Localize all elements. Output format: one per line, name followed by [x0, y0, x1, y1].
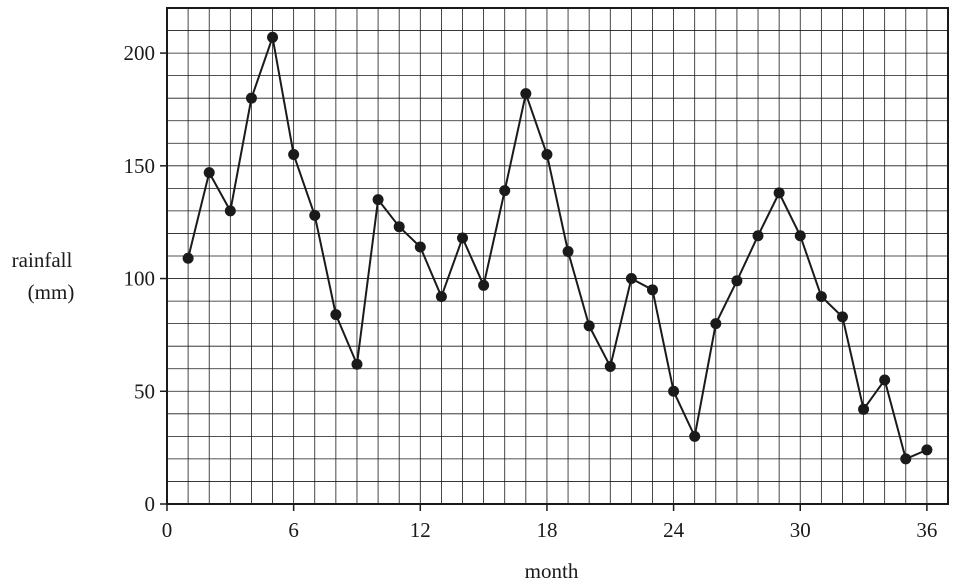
data-point [435, 291, 447, 303]
data-point [372, 194, 384, 206]
data-point [752, 230, 764, 242]
data-point [815, 291, 827, 303]
y-tick-label: 100 [124, 267, 156, 291]
y-tick-labels: 0 50 100 150 200 [124, 41, 156, 516]
data-point [457, 232, 469, 244]
series-line [187, 36, 928, 460]
data-point [351, 358, 363, 370]
y-axis-label-line-1: rainfall [12, 248, 73, 272]
data-point [646, 284, 658, 296]
data-point [267, 31, 279, 43]
data-point [414, 241, 426, 253]
data-point [879, 374, 891, 386]
data-point [393, 221, 405, 233]
data-point [541, 149, 553, 161]
x-tick-label: 0 [162, 518, 173, 542]
x-tick-label: 12 [410, 518, 431, 542]
data-point [478, 279, 490, 291]
x-tick-label: 6 [288, 518, 299, 542]
data-point [858, 403, 870, 415]
x-tick-label: 18 [536, 518, 557, 542]
x-tick-label: 36 [916, 518, 937, 542]
data-point [245, 92, 257, 104]
data-point [309, 209, 321, 221]
x-tick-label: 24 [663, 518, 685, 542]
data-point [224, 205, 236, 217]
data-point [710, 318, 722, 330]
y-axis-label-line-2: (mm) [28, 280, 75, 304]
data-point [900, 453, 912, 465]
data-point [520, 88, 532, 100]
x-axis-label: month [525, 559, 579, 583]
data-point [604, 360, 616, 372]
data-point [794, 230, 806, 242]
data-point [288, 149, 300, 161]
y-tick-label: 200 [124, 41, 156, 65]
data-point [731, 275, 743, 287]
data-point [499, 185, 511, 197]
data-point [921, 444, 933, 456]
data-point [668, 385, 680, 397]
data-point [836, 311, 848, 323]
data-point [773, 187, 785, 199]
grid [167, 8, 948, 504]
y-tick-label: 50 [134, 379, 155, 403]
data-point [583, 320, 595, 332]
data-point [689, 430, 701, 442]
data-point [625, 273, 637, 285]
plot-frame [166, 7, 949, 505]
x-tick-label: 30 [790, 518, 811, 542]
data-point [562, 245, 574, 257]
data-point [203, 167, 215, 179]
x-tick-labels: 0 6 12 18 24 30 36 [162, 518, 938, 542]
data-points [182, 31, 933, 465]
y-tick-label: 0 [145, 492, 156, 516]
data-point [182, 252, 194, 264]
tick-marks [160, 52, 928, 511]
y-tick-label: 150 [124, 154, 156, 178]
data-point [330, 309, 342, 321]
